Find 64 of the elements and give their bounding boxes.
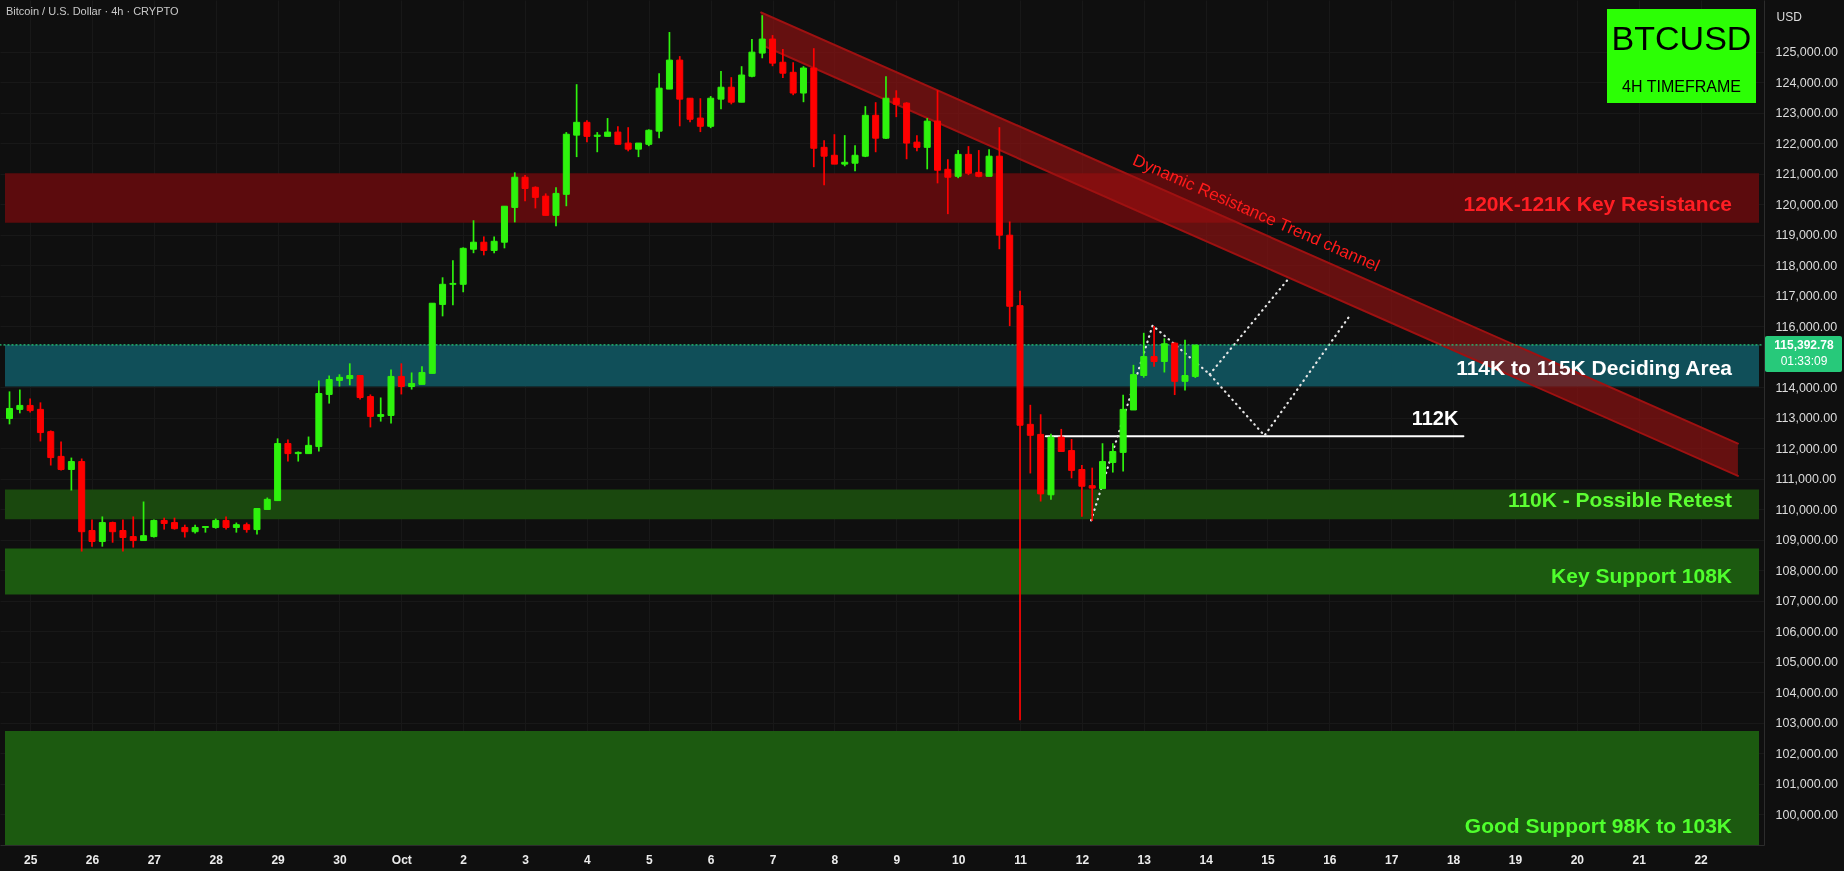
text: 4H TIMEFRAME xyxy=(1622,78,1741,95)
y-tick-label: 112,000.00 xyxy=(1775,441,1838,456)
y-tick-label: 100,000.00 xyxy=(1775,807,1839,822)
x-tick-label: 18 xyxy=(1446,852,1461,867)
y-tick-label: 113,000.00 xyxy=(1775,411,1838,426)
x-tick-label: 9 xyxy=(893,852,901,867)
y-tick-label: 123,000.00 xyxy=(1775,106,1839,121)
y-tick-label: 111,000.00 xyxy=(1775,472,1837,487)
x-tick-label: 3 xyxy=(522,852,530,867)
y-tick-label: 105,000.00 xyxy=(1775,655,1839,670)
x-tick-label: 6 xyxy=(707,852,715,867)
x-tick-label: 2 xyxy=(460,852,468,867)
x-tick-label: 8 xyxy=(831,852,839,867)
x-tick-label: 13 xyxy=(1137,852,1152,867)
y-tick-label: 106,000.00 xyxy=(1775,624,1839,639)
text: 01:33:09 xyxy=(1780,353,1828,368)
band-label: Key Support 108K xyxy=(1551,563,1732,587)
x-tick-label: 30 xyxy=(333,852,347,867)
x-tick-label: 17 xyxy=(1385,852,1399,867)
x-tick-label: 19 xyxy=(1508,852,1523,867)
text: BTCUSD xyxy=(1611,19,1752,57)
x-tick-label: 20 xyxy=(1570,852,1585,867)
annotation: Bitcoin / U.S. Dollar · 4h · CRYPTO xyxy=(6,5,180,17)
ref-line-label: 115,392.78 xyxy=(1774,337,1835,352)
y-axis-title: USD xyxy=(1776,9,1803,24)
x-tick-label: 5 xyxy=(645,852,653,867)
y-tick-label: 108,000.00 xyxy=(1775,563,1839,578)
y-tick-label: 101,000.00 xyxy=(1775,777,1839,792)
band-label: 120K-121K Key Resistance xyxy=(1463,191,1732,215)
y-tick-label: 119,000.00 xyxy=(1775,228,1838,243)
y-tick-label: 102,000.00 xyxy=(1775,746,1839,761)
y-tick-label: 118,000.00 xyxy=(1775,258,1838,273)
y-tick-label: 125,000.00 xyxy=(1775,45,1839,60)
x-tick-label: 22 xyxy=(1694,852,1709,867)
y-tick-label: 116,000.00 xyxy=(1775,319,1838,334)
x-tick-label: 16 xyxy=(1323,852,1337,867)
series-label: 112K xyxy=(1411,407,1459,430)
band-label: Good Support 98K to 103K xyxy=(1464,814,1732,837)
x-tick-label: 4 xyxy=(584,852,592,867)
x-tick-label: Oct xyxy=(391,852,412,867)
x-tick-label: 26 xyxy=(85,852,100,867)
y-tick-label: 117,000.00 xyxy=(1775,289,1838,304)
x-tick-label: 21 xyxy=(1632,852,1647,867)
y-tick-label: 110,000.00 xyxy=(1775,502,1838,517)
y-tick-label: 109,000.00 xyxy=(1775,533,1839,548)
y-tick-label: 107,000.00 xyxy=(1775,594,1839,609)
band-label: 110K - Possible Retest xyxy=(1507,488,1732,512)
y-tick-label: 122,000.00 xyxy=(1775,136,1839,151)
y-tick-label: 114,000.00 xyxy=(1775,380,1838,395)
x-tick-label: 14 xyxy=(1199,852,1214,867)
y-tick-label: 104,000.00 xyxy=(1775,685,1839,700)
y-tick-label: 103,000.00 xyxy=(1775,716,1839,731)
x-tick-label: 28 xyxy=(209,852,224,867)
x-tick-label: 11 xyxy=(1014,852,1028,867)
x-tick-label: 25 xyxy=(23,852,38,867)
y-tick-label: 121,000.00 xyxy=(1775,167,1839,182)
x-tick-label: 27 xyxy=(147,852,162,867)
y-tick-label: 120,000.00 xyxy=(1775,197,1839,212)
x-tick-label: 7 xyxy=(769,852,777,867)
x-tick-label: 12 xyxy=(1075,852,1090,867)
x-tick-label: 29 xyxy=(271,852,286,867)
x-tick-label: 15 xyxy=(1261,852,1275,867)
y-tick-label: 124,000.00 xyxy=(1775,75,1839,90)
x-tick-label: 10 xyxy=(951,852,966,867)
